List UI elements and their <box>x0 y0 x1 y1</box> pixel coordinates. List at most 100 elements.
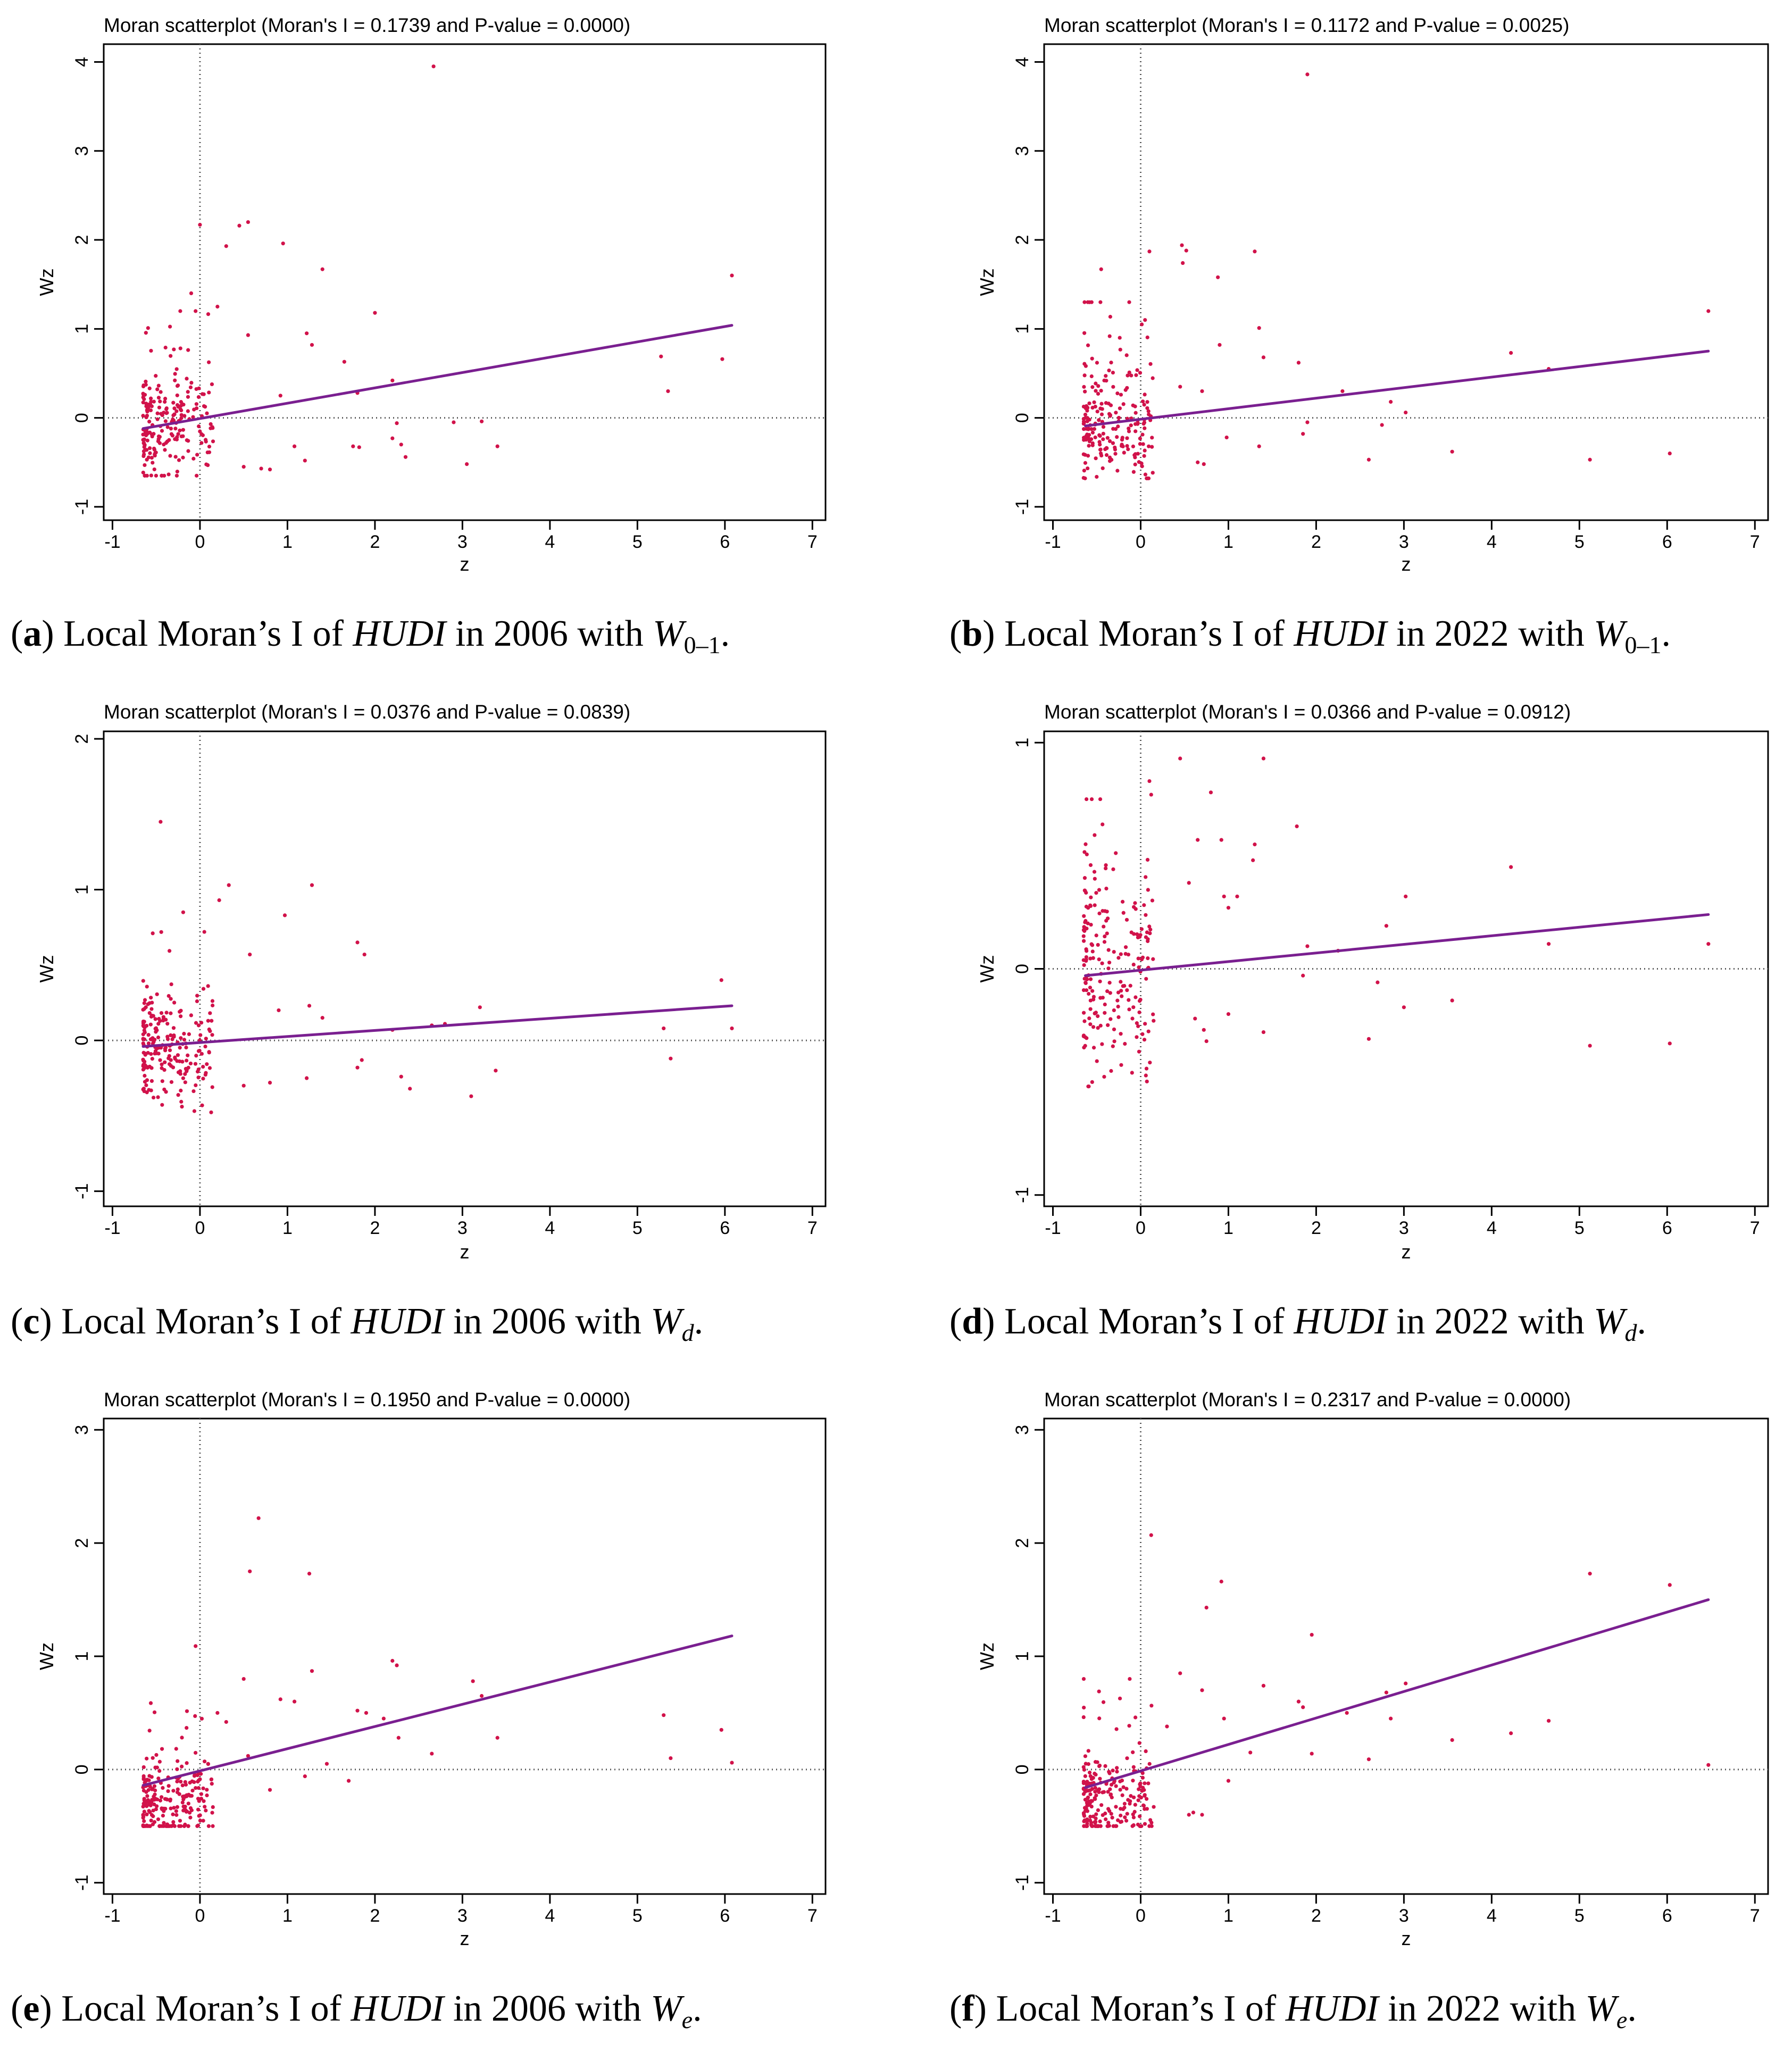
data-point <box>199 441 204 445</box>
data-point <box>142 1819 146 1823</box>
data-point <box>1135 368 1139 372</box>
data-point <box>202 392 206 396</box>
y-axis-label: Wz <box>36 269 57 296</box>
data-point <box>151 1095 156 1100</box>
data-point <box>181 910 186 914</box>
data-point <box>154 473 159 478</box>
data-point <box>1091 1814 1095 1819</box>
data-point <box>1148 1061 1152 1065</box>
data-point <box>1095 1059 1099 1063</box>
data-point <box>1102 1074 1106 1079</box>
data-point <box>183 1808 188 1812</box>
data-point <box>202 1799 206 1803</box>
data-point <box>1103 1002 1107 1007</box>
data-point <box>142 445 146 449</box>
data-point <box>163 396 168 401</box>
data-point <box>1091 956 1095 960</box>
data-point <box>1193 1016 1197 1021</box>
caption-weight-symbol: W <box>651 1301 682 1342</box>
data-point <box>148 1037 153 1041</box>
data-point <box>1088 904 1093 908</box>
data-point <box>1084 434 1088 438</box>
caption-text: in 2022 with <box>1387 1301 1594 1342</box>
data-point <box>1178 756 1182 761</box>
data-point <box>176 1787 180 1791</box>
data-point <box>190 1788 195 1793</box>
data-point <box>154 1030 158 1034</box>
data-point <box>173 427 178 431</box>
data-point <box>150 1000 154 1005</box>
data-point <box>1094 381 1098 386</box>
data-point <box>1131 470 1136 474</box>
data-point <box>161 1786 165 1790</box>
data-point <box>160 1795 164 1799</box>
data-point <box>224 244 228 248</box>
x-tick-label: 5 <box>632 532 643 552</box>
data-point <box>146 1050 150 1055</box>
data-point <box>1105 931 1109 936</box>
data-point <box>1109 1069 1113 1073</box>
data-point <box>180 1800 185 1805</box>
data-point <box>1125 444 1129 448</box>
y-axis-label: Wz <box>976 269 998 296</box>
data-point <box>196 1067 201 1072</box>
data-point <box>197 386 201 390</box>
data-point <box>1111 441 1115 445</box>
data-point <box>1086 405 1090 410</box>
data-point <box>141 449 146 454</box>
caption-text: Local Moran’s I of <box>63 613 353 654</box>
data-point <box>1085 852 1089 856</box>
data-point <box>1088 1022 1093 1027</box>
data-point <box>1111 385 1115 389</box>
data-point <box>1389 1716 1393 1721</box>
data-point <box>1152 1019 1156 1023</box>
data-point <box>1087 1016 1091 1021</box>
data-point <box>1588 1044 1592 1048</box>
data-point <box>147 402 151 406</box>
data-point <box>1261 355 1266 360</box>
data-point <box>1137 1049 1141 1054</box>
data-point <box>719 1728 723 1732</box>
data-point <box>1141 1804 1146 1808</box>
data-point <box>1135 1021 1139 1025</box>
caption-close-paren: ) <box>982 1301 1005 1342</box>
data-point <box>169 1080 174 1084</box>
data-point <box>1218 343 1222 347</box>
data-point <box>1082 469 1086 473</box>
data-point <box>163 345 168 350</box>
y-tick-label: 3 <box>72 146 92 156</box>
data-point <box>207 390 211 395</box>
data-point <box>151 461 155 465</box>
data-point <box>1100 1042 1104 1046</box>
data-point <box>192 1109 197 1113</box>
data-point <box>172 1000 177 1005</box>
data-point <box>173 455 178 459</box>
data-point <box>1100 961 1104 965</box>
data-point <box>204 1037 208 1041</box>
data-point <box>146 1002 150 1006</box>
data-point <box>206 1019 210 1023</box>
data-point <box>194 1644 198 1648</box>
data-point <box>1084 427 1088 431</box>
caption-weight-subscript: d <box>1624 1319 1637 1346</box>
data-point <box>172 347 176 352</box>
caption-e: (e) Local Moran’s I of HUDI in 2006 with… <box>11 1990 702 2032</box>
data-point <box>1389 399 1393 404</box>
data-point <box>144 1083 148 1087</box>
caption-variable: HUDI <box>351 1301 444 1342</box>
data-point <box>1131 962 1136 967</box>
data-point <box>1085 1809 1090 1813</box>
data-point <box>142 397 146 402</box>
data-point <box>1200 1813 1204 1817</box>
data-point <box>1301 1705 1305 1709</box>
data-point <box>148 451 152 455</box>
data-point <box>1129 423 1133 428</box>
data-point <box>166 472 171 477</box>
data-point <box>194 309 198 313</box>
data-point <box>209 426 213 430</box>
data-point <box>147 386 152 390</box>
x-tick-label: 4 <box>545 1218 555 1238</box>
data-point <box>203 1805 207 1809</box>
data-point <box>141 414 145 418</box>
data-point <box>1345 1711 1349 1715</box>
